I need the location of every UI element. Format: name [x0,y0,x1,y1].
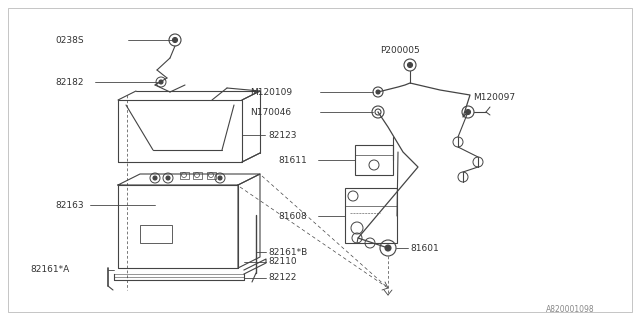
Text: M120109: M120109 [250,87,292,97]
Text: 81601: 81601 [410,244,439,252]
Circle shape [408,62,413,68]
Circle shape [159,80,163,84]
Bar [140,225,172,243]
Circle shape [166,176,170,180]
Text: P200005: P200005 [380,45,420,54]
Circle shape [218,176,222,180]
Circle shape [173,37,177,43]
Circle shape [465,109,470,115]
Text: 81608: 81608 [278,212,307,220]
Bar [180,172,189,179]
Bar [207,172,216,179]
Text: 82161*A: 82161*A [30,266,69,275]
Text: 82182: 82182 [55,77,83,86]
Bar [345,188,397,243]
Text: 82122: 82122 [268,274,296,283]
Bar [355,145,393,175]
Text: 81611: 81611 [278,156,307,164]
Text: M120097: M120097 [473,92,515,101]
Text: 0238S: 0238S [55,36,84,44]
Circle shape [385,245,391,251]
Text: 82163: 82163 [55,201,84,210]
Text: 82123: 82123 [268,131,296,140]
Text: A820001098: A820001098 [547,306,595,315]
Circle shape [153,176,157,180]
Bar [193,172,202,179]
Circle shape [376,90,380,94]
Text: 82110: 82110 [268,258,296,267]
Text: 82161*B: 82161*B [268,247,307,257]
Text: N170046: N170046 [250,108,291,116]
